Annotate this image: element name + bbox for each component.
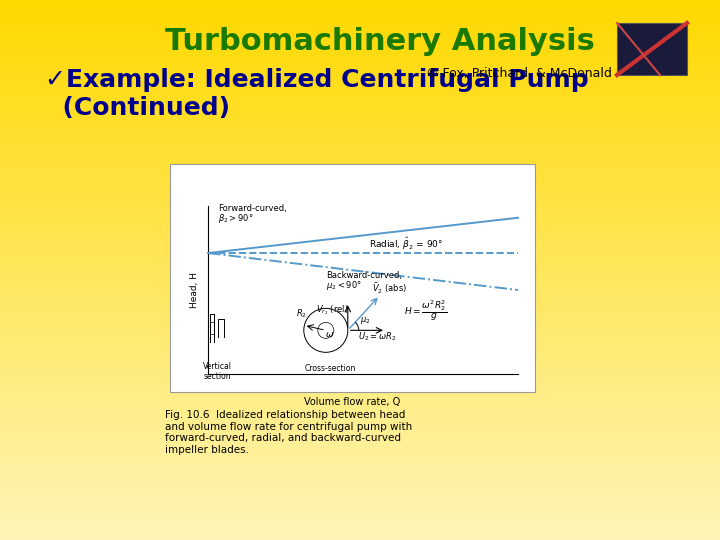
Text: $\beta_2 > 90°$: $\beta_2 > 90°$ xyxy=(218,212,253,225)
Text: (Continued): (Continued) xyxy=(45,96,230,120)
Text: $H = \dfrac{\omega^2 R_2^2}{g}$: $H = \dfrac{\omega^2 R_2^2}{g}$ xyxy=(404,298,447,323)
Text: $V_{r_2}$ (rel): $V_{r_2}$ (rel) xyxy=(316,303,348,317)
Text: Head, H: Head, H xyxy=(189,272,199,308)
Text: Radial, $\hat{\beta}_2$ = 90°: Radial, $\hat{\beta}_2$ = 90° xyxy=(369,235,444,252)
Text: © Fox, Pritchard, & McDonald: © Fox, Pritchard, & McDonald xyxy=(426,67,612,80)
Text: $U_2 = \omega R_2$: $U_2 = \omega R_2$ xyxy=(358,330,396,343)
Text: $\bar{V}_2$ (abs): $\bar{V}_2$ (abs) xyxy=(372,281,407,296)
Text: Backward-curved,: Backward-curved, xyxy=(325,271,402,280)
Text: Vertical
section: Vertical section xyxy=(202,362,232,381)
Text: $\omega$: $\omega$ xyxy=(325,330,334,339)
Text: Cross-section: Cross-section xyxy=(305,364,356,373)
Text: $R_2$: $R_2$ xyxy=(296,307,307,320)
Text: ✓Example: Idealized Centrifugal Pump: ✓Example: Idealized Centrifugal Pump xyxy=(45,68,589,92)
FancyBboxPatch shape xyxy=(617,23,687,75)
Text: Turbomachinery Analysis: Turbomachinery Analysis xyxy=(165,28,595,57)
Text: Forward-curved,: Forward-curved, xyxy=(218,204,287,213)
Text: Volume flow rate, Q: Volume flow rate, Q xyxy=(305,397,400,407)
Text: $\mu_2 < 90°$: $\mu_2 < 90°$ xyxy=(325,279,361,292)
Text: Fig. 10.6  Idealized relationship between head
and volume flow rate for centrifu: Fig. 10.6 Idealized relationship between… xyxy=(165,410,413,455)
Text: $\mu_{2}$: $\mu_{2}$ xyxy=(360,315,370,326)
FancyBboxPatch shape xyxy=(170,164,535,392)
